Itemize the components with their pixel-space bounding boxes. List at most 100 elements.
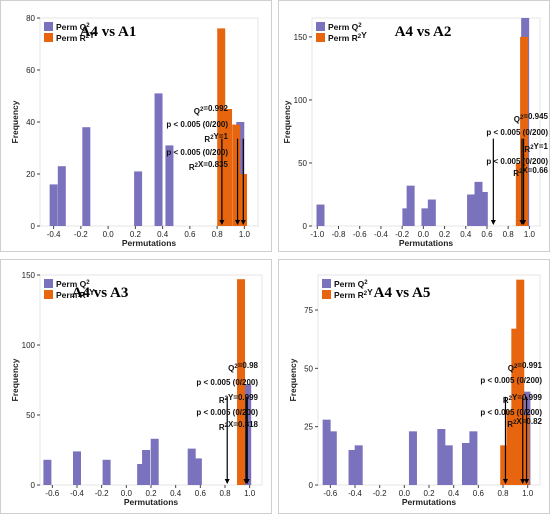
x-tick-label: -0.6 bbox=[323, 489, 337, 498]
perm-r2y-bar bbox=[500, 445, 509, 485]
perm-r2y-bar bbox=[515, 162, 524, 226]
x-tick-label: -0.2 bbox=[74, 230, 88, 239]
y-tick-label: 40 bbox=[26, 118, 35, 127]
panel-a4-vs-a1: 0 20 40 60 80 -0.4 -0.2 0.0 0.2 0.4 0.6 0.8 1.0 Permu… bbox=[0, 0, 272, 252]
perm-q2-bar bbox=[474, 181, 483, 226]
perm-q2-bar bbox=[187, 448, 196, 485]
perm-q2-bar bbox=[73, 451, 81, 485]
x-tick-label: 0.6 bbox=[473, 489, 485, 498]
y-axis-label: Frequency bbox=[288, 358, 298, 401]
x-tick-label: -0.4 bbox=[70, 489, 84, 498]
perm-q2-bar bbox=[165, 145, 174, 226]
perm-q2-bar bbox=[421, 208, 430, 226]
legend-label-perm-r2y: Perm R2Y bbox=[56, 287, 95, 300]
y-tick-label: 0 bbox=[31, 222, 36, 231]
x-tick-label: -0.4 bbox=[348, 489, 362, 498]
perm-q2-bar bbox=[328, 431, 337, 485]
x-tick-label: 1.0 bbox=[244, 489, 256, 498]
y-axis-label: Frequency bbox=[282, 100, 292, 143]
y-tick-label: 50 bbox=[304, 364, 313, 373]
perm-r2y-bar bbox=[520, 36, 529, 227]
y-axis-label: Frequency bbox=[10, 358, 20, 401]
x-tick-label: -0.2 bbox=[373, 489, 387, 498]
y-tick-label: 0 bbox=[31, 481, 36, 490]
annotation-text: Q2=0.98 bbox=[228, 361, 258, 373]
perm-q2-bar bbox=[354, 445, 363, 485]
perm-r2y-bar bbox=[521, 415, 530, 485]
annotation-text: p < 0.005 (0/200) bbox=[480, 408, 542, 417]
x-tick-label: 1.0 bbox=[522, 489, 534, 498]
x-tick-label: 0.6 bbox=[195, 489, 207, 498]
perm-q2-bar bbox=[102, 459, 111, 485]
perm-q2-bar bbox=[437, 429, 446, 485]
perm-q2-bar bbox=[479, 191, 488, 226]
perm-r2y-bar bbox=[224, 109, 233, 226]
perm-q2-bar bbox=[462, 443, 470, 485]
perm-q2-bar bbox=[49, 184, 58, 226]
x-tick-label: -0.6 bbox=[353, 230, 367, 239]
perm-q2-bar bbox=[406, 185, 415, 226]
y-axis-label: Frequency bbox=[10, 100, 20, 143]
perm-q2-bar bbox=[402, 208, 411, 226]
legend-swatch-perm-r2y bbox=[322, 290, 331, 299]
annotation-text: R2X=0.82 bbox=[507, 417, 542, 429]
x-tick-label: 0.0 bbox=[103, 230, 115, 239]
perm-r2y-bar bbox=[506, 410, 515, 485]
legend-swatch-perm-r2y bbox=[316, 33, 325, 42]
arrow-head bbox=[235, 220, 241, 225]
x-tick-label: 0.4 bbox=[170, 489, 182, 498]
y-tick-label: 150 bbox=[22, 271, 36, 280]
arrow-head bbox=[502, 479, 508, 484]
perm-q2-bar bbox=[444, 445, 453, 485]
y-tick-label: 80 bbox=[26, 14, 35, 23]
chart-a4-vs-a1: 0 20 40 60 80 -0.4 -0.2 0.0 0.2 0.4 0.6 0.8 1.0 Permu… bbox=[0, 0, 272, 252]
x-tick-label: 0.0 bbox=[418, 230, 430, 239]
x-axis-label: Permutations bbox=[402, 497, 457, 507]
x-tick-label: -0.8 bbox=[332, 230, 346, 239]
x-tick-label: 0.4 bbox=[157, 230, 169, 239]
panel-a4-vs-a5: 0 25 50 75 -0.6 -0.4 -0.2 0.0 0.2 0.4 0.6 0.8 1.0 Per… bbox=[278, 259, 550, 514]
chart-a4-vs-a5: 0 25 50 75 -0.6 -0.4 -0.2 0.0 0.2 0.4 0.6 0.8 1.0 Per… bbox=[278, 259, 550, 514]
legend-swatch-perm-q2 bbox=[316, 22, 325, 31]
x-tick-label: 0.4 bbox=[448, 489, 460, 498]
arrow-head bbox=[224, 479, 230, 484]
perm-q2-bar bbox=[348, 450, 357, 485]
legend-swatch-perm-r2y bbox=[44, 290, 53, 299]
perm-q2-bar bbox=[142, 450, 151, 485]
arrow-head bbox=[219, 220, 225, 225]
x-tick-label: 0.6 bbox=[481, 230, 493, 239]
y-tick-label: 50 bbox=[26, 411, 35, 420]
annotation-text: R2X=0.818 bbox=[219, 420, 259, 432]
x-tick-label: -0.2 bbox=[95, 489, 109, 498]
x-tick-label: 0.4 bbox=[460, 230, 472, 239]
perm-q2-bar bbox=[57, 166, 66, 226]
y-tick-label: 100 bbox=[294, 96, 308, 105]
chart-a4-vs-a3: 0 50 100 150 -0.6 -0.4 -0.2 0.0 0.2 0.4 0.6 0.8 1.0 P… bbox=[0, 259, 272, 514]
annotation-text: p < 0.005 (0/200) bbox=[166, 120, 228, 129]
x-tick-label: -0.4 bbox=[374, 230, 388, 239]
x-tick-label: 0.8 bbox=[503, 230, 515, 239]
perm-q2-bar bbox=[137, 464, 146, 485]
x-tick-label: 0.6 bbox=[184, 230, 196, 239]
chart-title: A4 vs A1 bbox=[80, 24, 137, 40]
annotation-text: Q2=0.945 bbox=[514, 112, 549, 124]
panel-a4-vs-a2: 0 50 100 150 -1.0 -0.8 -0.6 -0.4 -0.2 0.0 0.2 0.4 0.… bbox=[278, 0, 550, 252]
y-tick-label: 0 bbox=[303, 222, 308, 231]
annotation-text: p < 0.005 (0/200) bbox=[480, 376, 542, 385]
x-tick-label: -0.6 bbox=[45, 489, 59, 498]
x-tick-label: 0.0 bbox=[121, 489, 133, 498]
annotation-text: R2Y=0.999 bbox=[219, 393, 259, 405]
x-tick-label: 1.0 bbox=[239, 230, 251, 239]
x-tick-label: 0.2 bbox=[423, 489, 435, 498]
y-tick-label: 0 bbox=[309, 481, 314, 490]
x-tick-label: 0.8 bbox=[212, 230, 224, 239]
legend-label-perm-q2: Perm Q2 bbox=[56, 22, 90, 32]
annotation-text: R2Y=0.999 bbox=[503, 393, 543, 405]
x-tick-label: 0.8 bbox=[219, 489, 231, 498]
annotation-text: Q2=0.992 bbox=[194, 104, 229, 116]
arrow-head bbox=[524, 479, 530, 484]
y-tick-label: 20 bbox=[26, 170, 35, 179]
legend-label-perm-q2: Perm Q2 bbox=[56, 279, 90, 289]
perm-r2y-bar bbox=[511, 328, 520, 485]
perm-q2-bar bbox=[316, 204, 325, 226]
